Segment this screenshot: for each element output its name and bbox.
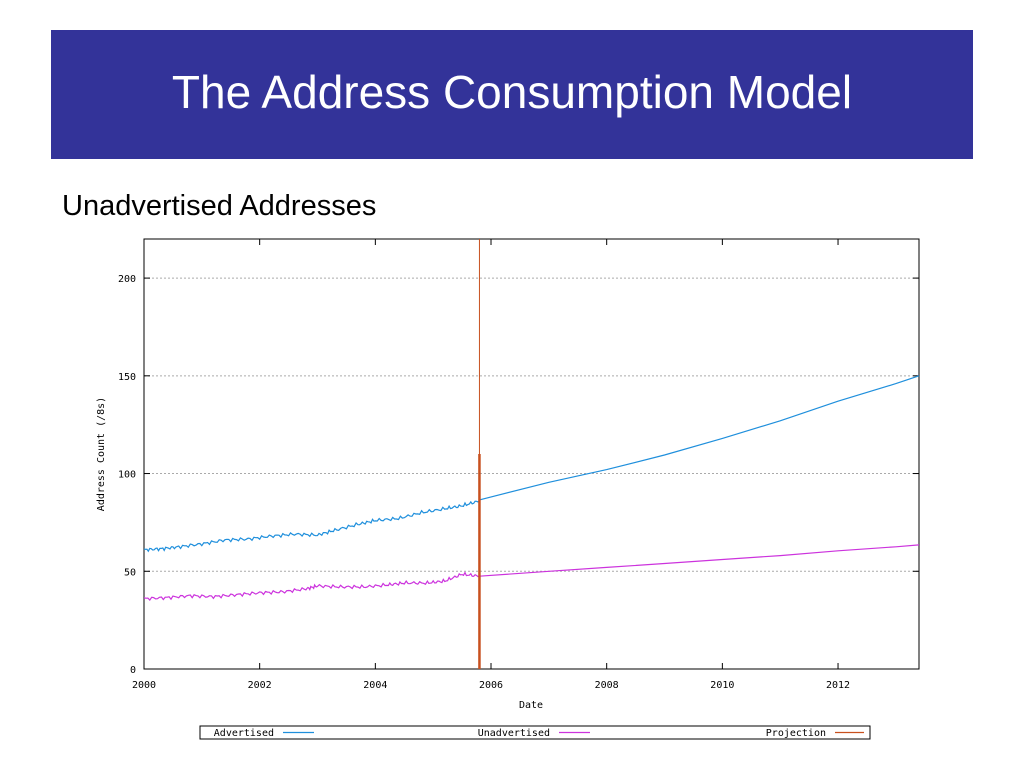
x-axis-label: Date: [519, 700, 543, 711]
x-tick-label: 2012: [826, 680, 850, 691]
axis-ticks: 0 50 100 150 200 2000 2002 2004 2006 2008 2010 2012: [118, 239, 919, 691]
y-tick-label: 100: [118, 470, 136, 481]
x-tick-label: 2002: [248, 680, 272, 691]
y-tick-label: 50: [124, 567, 136, 578]
y-axis-label: Address Count (/8s): [96, 397, 107, 511]
y-tick-label: 0: [130, 665, 136, 676]
projection-curve-advertised: [479, 375, 920, 501]
legend-box: [199, 725, 871, 740]
series-line-unadvertised: [143, 571, 480, 602]
legend-label-advertised: Advertised: [214, 728, 274, 739]
legend-label-projection: Projection: [766, 728, 826, 739]
slide-subtitle: Unadvertised Addresses: [62, 190, 377, 222]
y-tick-label: 150: [118, 372, 136, 383]
projection-curve-unadvertised: [479, 544, 920, 577]
grid-lines: [144, 277, 919, 572]
series-line-advertised: [143, 500, 480, 553]
x-tick-label: 2006: [479, 680, 503, 691]
plot-frame: [143, 238, 920, 670]
x-tick-label: 2004: [363, 680, 387, 691]
x-tick-label: 2008: [595, 680, 619, 691]
series-lines: [143, 239, 920, 669]
x-tick-label: 2010: [710, 680, 734, 691]
x-tick-label: 2000: [132, 680, 156, 691]
legend-label-unadvertised: Unadvertised: [478, 728, 550, 739]
y-tick-label: 200: [118, 274, 136, 285]
slide-title: The Address Consumption Model: [171, 65, 853, 118]
legend: Advertised Unadvertised Projection: [199, 725, 871, 740]
slide-title-bar: The Address Consumption Model: [51, 30, 973, 159]
